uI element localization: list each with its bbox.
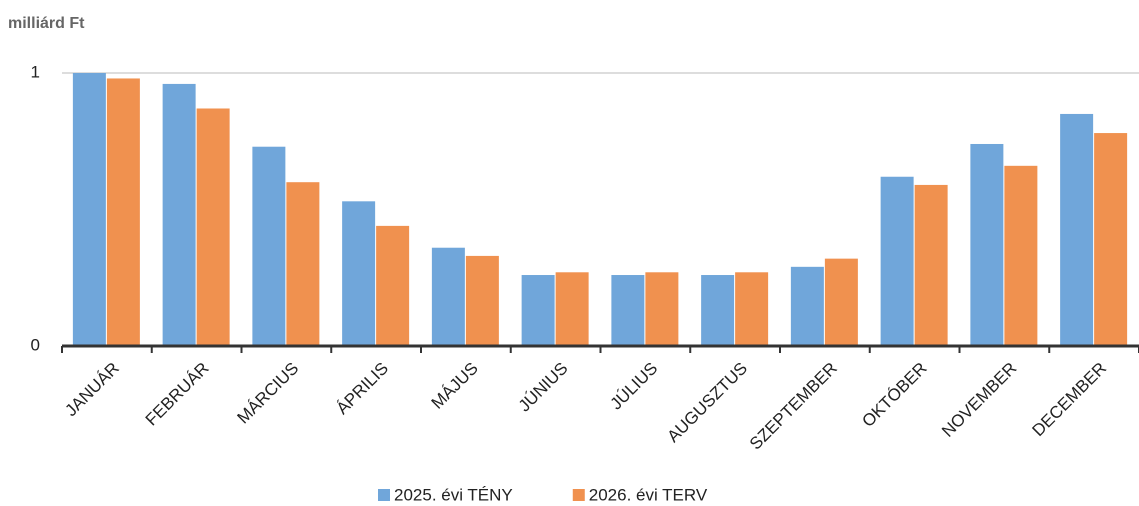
x-tick-label: ÁPRILIS [333,359,393,419]
legend-swatch [378,489,390,501]
bar [1094,133,1128,346]
bar [162,83,196,347]
bar [790,266,824,346]
y-axis-label: milliárd Ft [8,15,85,32]
x-tick-label: JÚLIUS [607,359,662,414]
bar [376,225,410,346]
legend-label: 2026. évi TERV [589,485,708,504]
x-tick-label: MÁRCIUS [233,359,302,428]
bar [1004,165,1038,346]
x-tick-label: OKTÓBER [858,359,930,431]
x-tick-label: FEBRUÁR [142,359,213,430]
legend-label: 2025. évi TÉNY [394,485,513,504]
x-tick-label: NOVEMBER [938,359,1020,441]
bar [880,176,914,346]
bar [824,258,858,346]
bar [645,272,679,346]
bar [611,275,645,346]
bar [521,275,555,346]
bar [72,73,106,346]
x-tick-label: AUGUSZTUS [664,359,752,447]
bar [701,275,735,346]
bar [970,143,1004,346]
bar [555,272,589,346]
x-tick-label: MÁJUS [428,359,482,413]
bar [342,201,376,346]
bar [286,182,320,346]
bar [106,78,140,347]
legend-swatch [572,489,585,501]
y-tick-label: 1 [31,62,40,81]
bar [1060,113,1094,346]
bar [252,146,286,346]
bar [431,247,465,346]
x-tick-label: JANUÁR [61,359,123,421]
x-tick-label: SZEPTEMBER [746,359,841,454]
bar [465,255,499,346]
x-tick-label: DECEMBER [1029,359,1111,441]
y-tick-label: 0 [31,335,40,354]
bar [196,108,230,347]
x-tick-label: JÚNIUS [515,359,572,416]
bar [735,272,769,346]
bar [914,184,948,346]
